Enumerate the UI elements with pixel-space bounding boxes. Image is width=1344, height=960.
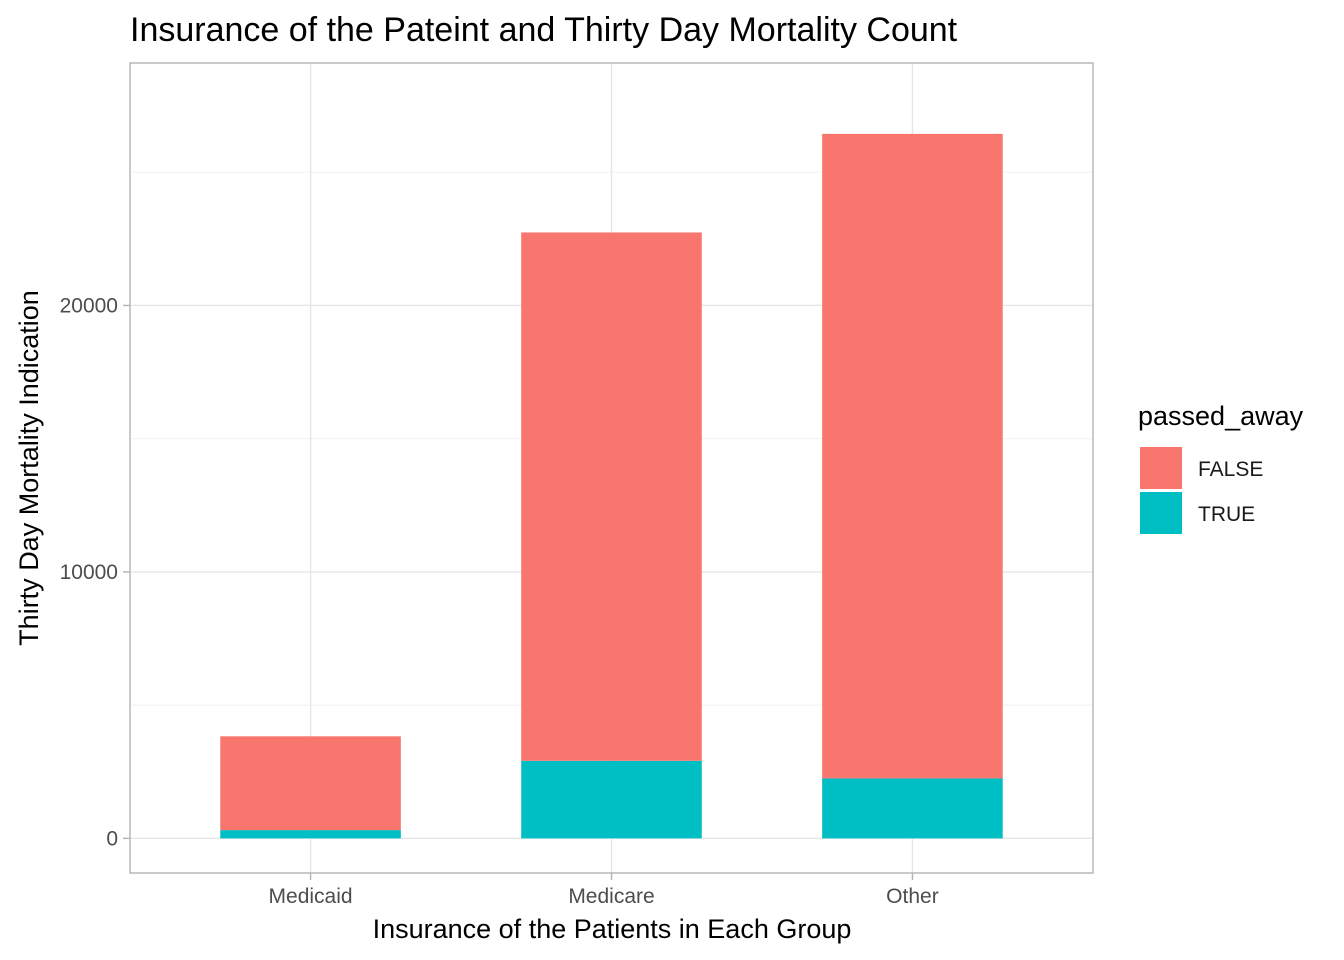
x-axis-title: Insurance of the Patients in Each Group — [373, 914, 852, 944]
legend-label: FALSE — [1198, 458, 1263, 481]
y-axis-title: Thirty Day Mortality Indication — [14, 290, 44, 646]
bars — [220, 133, 1003, 839]
bar-medicare-true — [521, 760, 702, 839]
x-tick-label: Medicaid — [269, 885, 353, 908]
x-tick-label: Other — [886, 885, 939, 908]
bar-medicaid-false — [220, 736, 401, 831]
bar-other-true — [822, 778, 1003, 839]
bar-medicare-false — [521, 232, 702, 761]
bar-medicaid-true — [220, 830, 401, 839]
legend: passed_away FALSE TRUE — [1138, 401, 1304, 534]
x-axis: Medicaid Medicare Other — [269, 873, 939, 908]
legend-key-true — [1140, 492, 1182, 534]
bar-other-false — [822, 133, 1003, 779]
y-tick-label: 10000 — [60, 561, 118, 584]
y-axis: 0 10000 20000 — [60, 294, 130, 850]
chart-title: Insurance of the Pateint and Thirty Day … — [130, 11, 958, 49]
y-tick-label: 0 — [106, 827, 118, 850]
legend-title: passed_away — [1138, 401, 1304, 431]
x-tick-label: Medicare — [568, 885, 654, 908]
legend-label: TRUE — [1198, 503, 1255, 526]
legend-key-false — [1140, 447, 1182, 489]
y-tick-label: 20000 — [60, 294, 118, 317]
